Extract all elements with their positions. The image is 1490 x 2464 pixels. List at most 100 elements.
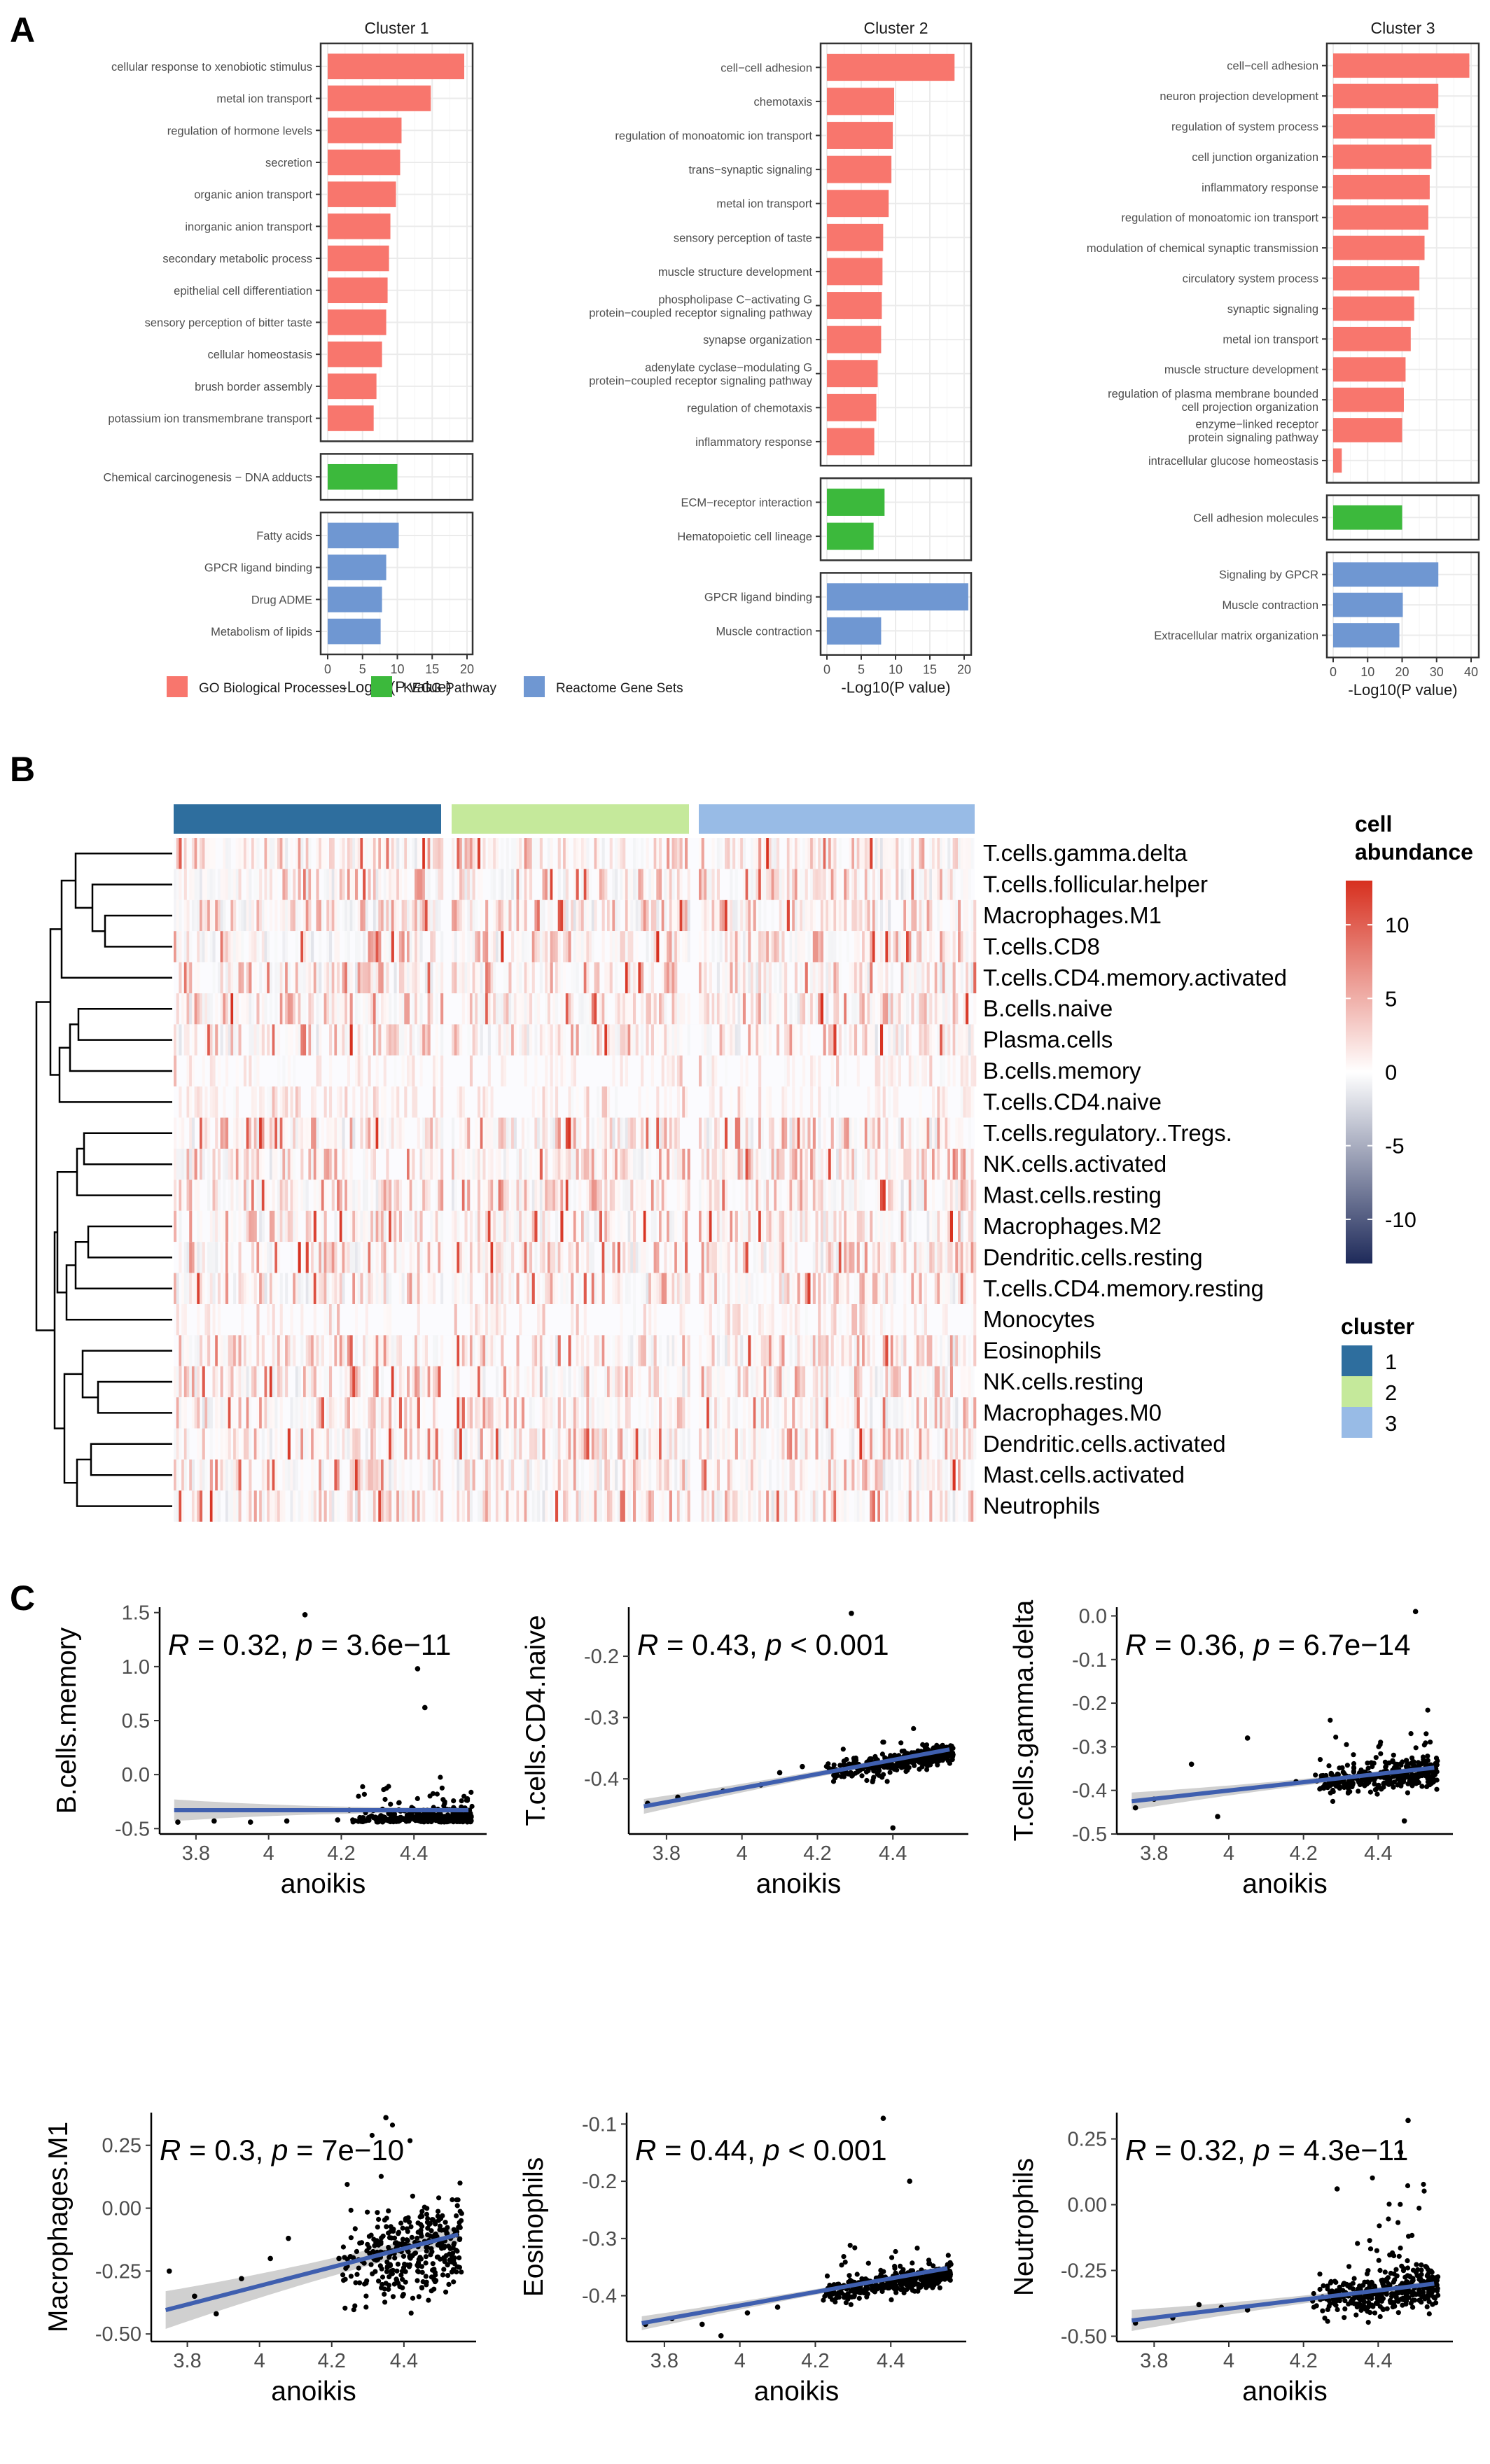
heatmap-cell: [583, 931, 587, 962]
heatmap-cell: [597, 993, 600, 1025]
heatmap-cell: [864, 931, 868, 962]
heatmap-cell: [838, 899, 842, 932]
heatmap-cell: [830, 1210, 834, 1242]
heatmap-cell: [241, 838, 244, 869]
heatmap-cell: [300, 838, 304, 869]
heatmap-cell: [942, 1428, 945, 1460]
heatmap-cell: [186, 1055, 190, 1087]
heatmap-cell: [820, 931, 823, 962]
heatmap-cell: [937, 1242, 940, 1273]
heatmap-cell: [774, 1397, 777, 1429]
heatmap-cell: [347, 869, 350, 900]
heatmap-cell: [565, 931, 569, 962]
heatmap-cell: [898, 1397, 901, 1429]
heatmap-cell: [225, 962, 229, 993]
row-label-macrophages-m0: Macrophages.M0: [983, 1399, 1162, 1425]
heatmap-cell: [862, 1180, 865, 1211]
heatmap-cell: [272, 1210, 275, 1242]
heatmap-cell: [235, 1428, 239, 1460]
heatmap-cell: [949, 1180, 953, 1211]
heatmap-cell: [319, 993, 322, 1025]
cluster-band-3: [699, 804, 975, 834]
heatmap-cell: [381, 1242, 384, 1273]
heatmap-cell: [557, 931, 561, 962]
heatmap-cell: [560, 1242, 564, 1273]
heatmap-cell: [870, 1149, 873, 1180]
heatmap-cell: [820, 1210, 823, 1242]
heatmap-cell: [725, 1055, 728, 1087]
heatmap-cell: [404, 869, 408, 900]
heatmap-cell: [676, 1366, 680, 1398]
heatmap-cell: [919, 1024, 922, 1056]
heatmap-cell: [197, 931, 200, 962]
heatmap-cell: [597, 1086, 600, 1118]
heatmap-cell: [601, 899, 605, 932]
heatmap-cell: [758, 1024, 762, 1056]
heatmap-cell: [352, 1210, 356, 1242]
heatmap-cell: [493, 899, 496, 932]
heatmap-cell: [372, 1117, 376, 1149]
heatmap-cell: [467, 899, 471, 932]
heatmap-cell: [800, 931, 803, 962]
heatmap-cell: [800, 1086, 803, 1118]
heatmap-cell: [786, 1366, 790, 1398]
heatmap-cell: [391, 1460, 394, 1491]
heatmap-cell: [833, 1366, 837, 1398]
heatmap-cell: [427, 838, 431, 869]
heatmap-cell: [576, 1024, 579, 1056]
heatmap-cell: [189, 1242, 193, 1273]
heatmap-cell: [802, 1210, 806, 1242]
heatmap-cell: [812, 1366, 816, 1398]
heatmap-cell: [368, 1210, 371, 1242]
heatmap-cell: [581, 1490, 585, 1522]
heatmap-cell: [872, 1335, 875, 1366]
heatmap-cell: [365, 962, 368, 993]
heatmap-cell: [914, 838, 917, 869]
heatmap-cell: [864, 962, 868, 993]
heatmap-cell: [372, 1460, 376, 1491]
heatmap-cell: [238, 1149, 242, 1180]
heatmap-cell: [480, 962, 483, 993]
heatmap-cell: [650, 993, 654, 1025]
heatmap-cell: [215, 1490, 218, 1522]
heatmap-cell: [422, 1335, 426, 1366]
heatmap-cell: [792, 1086, 795, 1118]
heatmap-cell: [734, 1366, 738, 1398]
heatmap-cell: [457, 1335, 460, 1366]
category-label-inorganic-anion-transport: inorganic anion transport: [185, 220, 312, 233]
heatmap-cell: [389, 1273, 392, 1304]
heatmap-cell: [875, 1180, 878, 1211]
heatmap-cell: [452, 1180, 455, 1211]
bar-chemotaxis: [827, 88, 895, 115]
heatmap-cell: [940, 931, 943, 962]
heatmap-cell: [748, 899, 751, 932]
heatmap-cell: [249, 1117, 252, 1149]
heatmap-cell: [648, 962, 652, 993]
heatmap-cell: [329, 1055, 333, 1087]
heatmap-cell: [415, 931, 418, 962]
heatmap-cell: [870, 931, 873, 962]
heatmap-cell: [844, 869, 847, 900]
heatmap-cell: [766, 838, 770, 869]
heatmap-cell: [560, 1428, 564, 1460]
heatmap-cell: [516, 1490, 520, 1522]
heatmap-cell: [527, 1490, 530, 1522]
heatmap-cell: [259, 1490, 263, 1522]
heatmap-cell: [272, 1086, 275, 1118]
heatmap-cell: [435, 1024, 438, 1056]
heatmap-cell: [368, 1273, 371, 1304]
heatmap-cell: [529, 1024, 533, 1056]
heatmap-row-macrophages-m2: [174, 1210, 977, 1242]
heatmap-cell: [521, 1024, 524, 1056]
heatmap-cell: [368, 1117, 371, 1149]
legend-item-kegg: KEGG Pathway: [371, 676, 497, 697]
heatmap-cell: [422, 869, 426, 900]
heatmap-cell: [952, 899, 956, 932]
heatmap-cell: [766, 1366, 770, 1398]
heatmap-cell: [498, 1304, 501, 1336]
heatmap-cell: [565, 1149, 569, 1180]
heatmap-cell: [217, 1273, 221, 1304]
heatmap-cell: [513, 993, 517, 1025]
heatmap-cell: [427, 1460, 431, 1491]
